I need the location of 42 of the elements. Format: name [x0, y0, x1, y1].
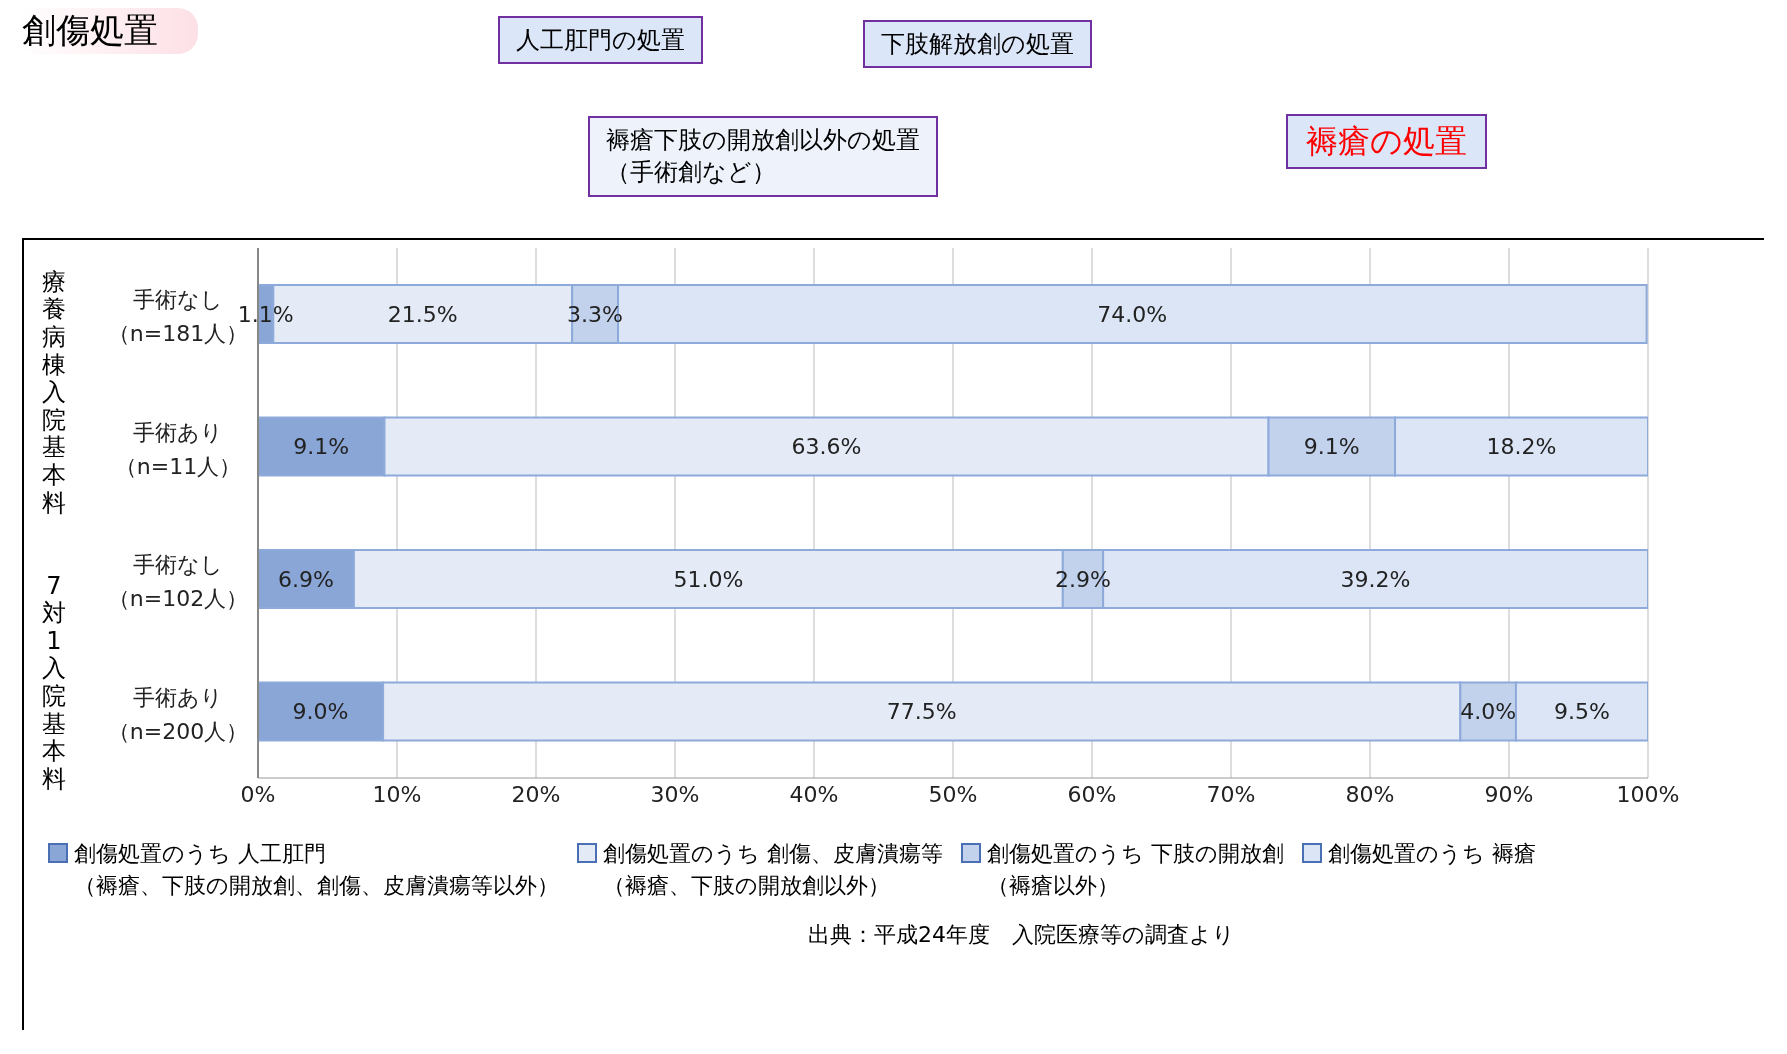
data-label: 6.9%	[278, 566, 334, 592]
x-tick-label: 0%	[240, 781, 276, 807]
x-tick-label: 80%	[1345, 781, 1395, 807]
y-tick-label: 手術あり（n=11人）	[114, 419, 242, 479]
data-label: 51.0%	[673, 566, 744, 592]
data-label: 9.5%	[1554, 699, 1610, 725]
data-label: 2.9%	[1055, 566, 1111, 592]
x-tick-label: 40%	[789, 781, 839, 807]
data-label: 77.5%	[886, 699, 957, 725]
data-label: 9.1%	[1303, 434, 1360, 460]
x-tick-label: 10%	[372, 781, 422, 807]
y-tick-label: 手術なし（n=102人）	[107, 552, 249, 612]
data-label: 3.3%	[567, 301, 624, 327]
data-label: 39.2%	[1340, 566, 1411, 592]
x-tick-label: 70%	[1206, 781, 1256, 807]
x-tick-label: 50%	[928, 781, 978, 807]
legend-label: 創傷処置のうち 人工肛門（褥瘡、下肢の開放創、創傷、皮膚潰瘍等以外）	[74, 840, 559, 900]
x-tick-label: 60%	[1067, 781, 1117, 807]
text: 褥瘡下肢の開放創以外の処置（手術創など）	[606, 125, 920, 189]
legend-label: 創傷処置のうち 下肢の開放創（褥瘡以外）	[987, 840, 1284, 900]
x-tick-label: 30%	[650, 781, 700, 807]
chart-title: 創傷処置	[18, 8, 198, 54]
data-label: 74.0%	[1097, 301, 1168, 327]
legend-label: 創傷処置のうち 褥瘡	[1328, 840, 1536, 868]
data-label: 9.1%	[293, 434, 350, 460]
text: 下肢解放創の処置	[863, 20, 1092, 69]
x-tick-label: 20%	[511, 781, 561, 807]
legend-label: 創傷処置のうち 創傷、皮膚潰瘍等（褥瘡、下肢の開放創以外）	[603, 840, 943, 900]
data-label: 18.2%	[1486, 434, 1557, 460]
text: 7対1入院基本料	[42, 571, 66, 794]
data-label: 63.6%	[791, 434, 862, 460]
data-label: 21.5%	[387, 301, 458, 327]
data-label: 9.0%	[292, 699, 349, 725]
source-note: 出典：平成24年度 入院医療等の調査より	[808, 921, 1235, 949]
text: 療養病棟入院基本料	[42, 267, 66, 517]
x-tick-label: 100%	[1616, 781, 1680, 807]
text: 人工肛門の処置	[498, 16, 703, 65]
x-tick-label: 90%	[1484, 781, 1534, 807]
y-tick-label: 手術あり（n=200人）	[107, 684, 249, 744]
text: 褥瘡の処置	[1286, 114, 1487, 170]
data-label: 4.0%	[1460, 699, 1517, 725]
data-label: 1.1%	[237, 301, 294, 327]
